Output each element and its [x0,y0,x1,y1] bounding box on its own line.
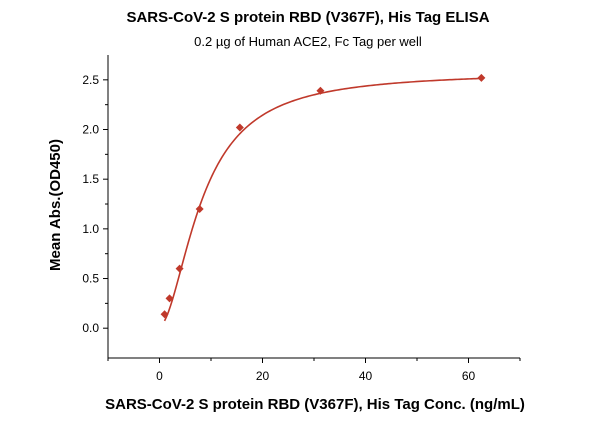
data-point [160,310,169,319]
y-tick-label: 2.5 [82,73,99,87]
data-point [235,123,244,132]
chart-subtitle: 0.2 µg of Human ACE2, Fc Tag per well [194,34,422,49]
y-tick-label: 1.5 [82,172,99,186]
y-tick-label: 0.5 [82,272,99,286]
x-tick-label: 60 [462,369,476,383]
fit-curve [163,77,482,322]
data-point [316,86,325,95]
data-point [195,204,204,213]
y-tick-label: 2.0 [82,123,99,137]
x-ticks: 0 20 40 60 [107,358,521,383]
y-tick-label: 0.0 [82,321,99,335]
x-tick-label: 40 [359,369,373,383]
data-point [165,294,174,303]
data-point [477,73,486,82]
y-tick-label: 1.0 [82,222,99,236]
axes [107,55,520,359]
y-axis-label: Mean Abs.(OD450) [47,139,64,271]
data-points [160,73,486,319]
chart-title: SARS-CoV-2 S protein RBD (V367F), His Ta… [126,9,489,26]
x-tick-label: 20 [256,369,270,383]
y-ticks: 0.0 0.5 1.0 1.5 2.0 2.5 [82,73,108,335]
x-axis-label: SARS-CoV-2 S protein RBD (V367F), His Ta… [105,396,525,413]
x-tick-label: 0 [156,369,163,383]
data-point [175,264,184,273]
